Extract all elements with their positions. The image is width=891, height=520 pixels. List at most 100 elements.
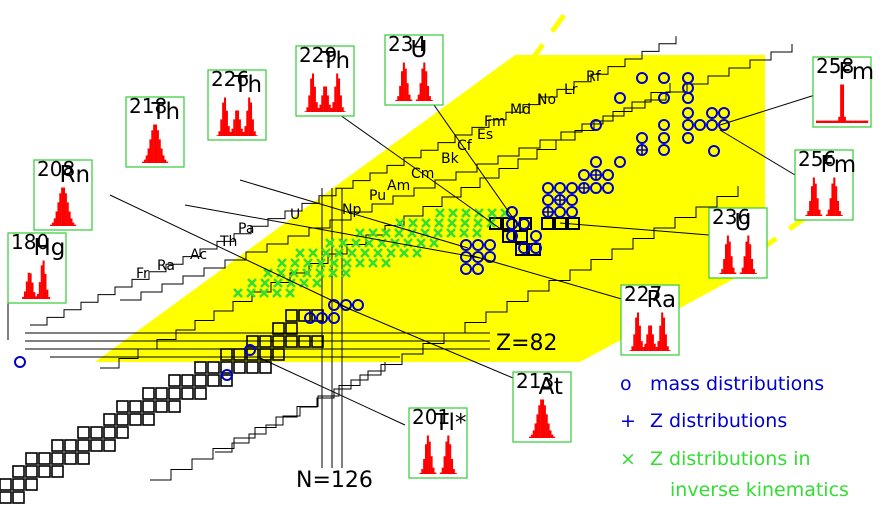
element-label-Fr: Fr (136, 266, 149, 282)
histogram-bar (220, 119, 223, 136)
inset-mass: 180 (11, 230, 49, 254)
histogram-bar (666, 346, 669, 351)
histogram-bar (427, 86, 430, 101)
histogram-bar (143, 159, 146, 163)
inverse-kinematics-marker (364, 238, 374, 248)
inverse-kinematics-marker (487, 208, 497, 218)
histogram-bar (343, 111, 346, 112)
nuclide-square (311, 335, 324, 348)
histogram-bar (423, 459, 426, 474)
inset-element: At (539, 374, 563, 400)
nuclide-square (64, 439, 77, 452)
nuclide-square (168, 400, 181, 413)
inverse-kinematics-marker (386, 248, 396, 258)
nuclide-square (259, 361, 272, 374)
nuclide-square (77, 426, 90, 439)
inverse-kinematics-marker (421, 218, 431, 228)
histogram-bar (426, 435, 429, 474)
nuclide-square (233, 348, 246, 361)
nuclide-square (502, 217, 515, 230)
element-label-Fm: Fm (484, 114, 506, 130)
inverse-kinematics-marker (416, 238, 426, 248)
histogram-bar (321, 95, 324, 112)
histogram-bar (549, 430, 552, 438)
inverse-kinematics-marker (259, 288, 269, 298)
mass-distribution-marker (352, 299, 364, 311)
nuclide-square (194, 361, 207, 374)
inverse-kinematics-marker (277, 258, 287, 268)
inset-mass: 229 (299, 43, 337, 67)
histogram-bar (651, 334, 654, 351)
histogram-bar (310, 78, 313, 112)
histogram-bar (149, 139, 152, 163)
histogram-bar (338, 78, 341, 112)
dashed-extension-right (758, 197, 832, 253)
histogram-bar (408, 94, 411, 101)
inverse-kinematics-marker (338, 238, 348, 248)
mass-distribution-marker (658, 132, 670, 144)
histogram-bar (33, 292, 36, 299)
mass-distribution-marker (518, 218, 530, 230)
histogram-bar (59, 193, 62, 226)
histogram-bar (74, 224, 77, 226)
mass-distribution-marker (221, 369, 233, 381)
nuclide-square (64, 452, 77, 465)
mass-distribution-marker (566, 194, 578, 206)
lower-staircase-1 (100, 83, 671, 369)
histogram-bar (816, 198, 819, 216)
histogram-bar (543, 405, 546, 438)
histogram-bar (749, 244, 752, 274)
inset-element: U (735, 210, 752, 236)
inverse-kinematics-marker (433, 228, 443, 238)
leader-lines (7, 84, 816, 426)
inverse-kinematics-marker (263, 268, 273, 278)
inverse-kinematics-marker (460, 218, 470, 228)
histogram-bar (425, 71, 428, 101)
mass-distribution-marker (554, 182, 566, 194)
histogram-bar (319, 104, 322, 112)
histogram-bar (817, 120, 820, 123)
nuclide-square (142, 387, 155, 400)
histogram-bar (216, 135, 219, 136)
histogram-bar (251, 119, 254, 136)
histogram-bar (151, 130, 154, 163)
mass-distribution-marker (530, 242, 542, 254)
histogram-bar (633, 334, 636, 351)
histogram-bar (728, 241, 731, 274)
nuclide-square (207, 374, 220, 387)
mass-distribution-marker (682, 107, 694, 119)
histogram-bar (42, 260, 45, 299)
inverse-kinematics-marker (373, 248, 383, 258)
inset-element: Th (321, 48, 351, 74)
histogram-bar (536, 414, 539, 438)
nuclide-square (181, 387, 194, 400)
inset-frame (384, 34, 444, 106)
histogram-bar (68, 211, 71, 226)
mass-distribution-marker (658, 144, 670, 156)
histogram-bar (532, 430, 535, 438)
histogram-bar (655, 347, 658, 351)
histogram-bar (849, 120, 852, 123)
histogram-bar (235, 110, 238, 136)
inverse-kinematics-marker (260, 278, 270, 288)
histogram-bar (664, 334, 667, 351)
mass-distribution-marker (542, 206, 554, 218)
inverse-kinematics-marker (355, 258, 365, 268)
histogram-bar (406, 83, 409, 101)
nuclide-square (194, 387, 207, 400)
mass-distribution-marker (718, 107, 730, 119)
mass-distribution-marker (658, 92, 670, 104)
legend-inverse-text-1: Z distributions in (650, 448, 811, 470)
histogram-bar (304, 111, 307, 112)
histogram-bar (308, 95, 311, 112)
histogram-bar (246, 110, 249, 136)
nuclide-square (51, 452, 64, 465)
nuclide-square (116, 426, 129, 439)
histogram-bar (306, 107, 309, 112)
histogram-bar (838, 116, 841, 123)
histogram-bar (816, 120, 819, 123)
inverse-kinematics-marker (435, 208, 445, 218)
magic-number-lines (25, 188, 490, 468)
